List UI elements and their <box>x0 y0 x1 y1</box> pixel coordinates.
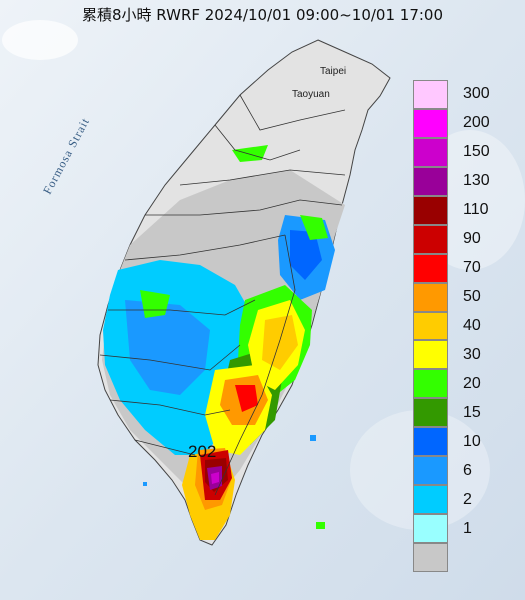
rain-gold <box>262 315 298 370</box>
rain-blue <box>290 230 322 280</box>
legend-swatch <box>413 137 448 167</box>
legend-label: 20 <box>463 374 481 392</box>
legend-label: 15 <box>463 403 481 421</box>
rain-green <box>140 290 170 318</box>
county-boundary <box>214 124 301 161</box>
city-label-taipei: Taipei <box>320 66 347 77</box>
max-rainfall-label: 202 <box>188 442 217 461</box>
county-boundary <box>99 344 241 371</box>
legend-label: 6 <box>463 461 472 479</box>
legend-swatch <box>413 427 448 457</box>
county-boundary <box>109 399 231 416</box>
legend-label: 2 <box>463 490 472 508</box>
legend-swatch <box>413 369 448 399</box>
county-boundary <box>145 199 343 216</box>
legend-label: 200 <box>463 114 490 132</box>
legend-swatch <box>413 282 448 312</box>
rain-magenta <box>211 472 219 484</box>
city-label-taoyuan: Taoyuan <box>292 89 330 100</box>
legend-swatch <box>413 311 448 341</box>
legend-swatch <box>413 166 448 196</box>
rain-green <box>300 215 328 240</box>
county-boundary <box>108 299 256 316</box>
legend-label: 110 <box>463 201 489 219</box>
rain-red <box>235 385 258 412</box>
orchid-island <box>316 522 325 529</box>
color-legend: 300 200 150 130 110 90 70 50 40 30 20 15 10 6 2 1 <box>413 80 513 572</box>
legend-label: 30 <box>463 345 481 363</box>
liuqiu-island <box>143 482 147 486</box>
cloud-patch <box>2 20 78 60</box>
legend-swatch <box>413 340 448 370</box>
legend-label: 70 <box>463 259 481 277</box>
legend-label: 150 <box>463 143 490 161</box>
rain-light-blue <box>125 300 210 395</box>
legend-label: 10 <box>463 432 481 450</box>
legend-label: 1 <box>463 519 472 537</box>
legend-swatch <box>413 224 448 254</box>
map-title: 累積8小時 RWRF 2024/10/01 09:00~10/01 17:00 <box>81 6 444 24</box>
legend-label: 300 <box>463 85 490 103</box>
legend-label: 90 <box>463 230 481 248</box>
legend-swatch <box>413 108 448 138</box>
legend-label: 50 <box>463 288 481 306</box>
legend-label: 130 <box>463 172 490 190</box>
legend-swatch <box>413 456 448 486</box>
legend-swatch <box>413 514 448 544</box>
rain-green <box>232 145 268 162</box>
legend-label: 40 <box>463 317 481 334</box>
legend-swatch <box>413 543 448 572</box>
legend-swatch <box>413 253 448 283</box>
legend-swatch <box>413 195 448 225</box>
legend-swatch <box>413 398 448 428</box>
green-island <box>310 435 316 441</box>
county-boundary <box>239 94 346 131</box>
legend-swatch <box>413 485 448 515</box>
county-boundary <box>134 439 196 456</box>
legend-swatch <box>413 80 448 109</box>
county-boundary <box>179 169 346 186</box>
county-boundary <box>124 234 286 261</box>
county-boundary <box>214 234 296 496</box>
